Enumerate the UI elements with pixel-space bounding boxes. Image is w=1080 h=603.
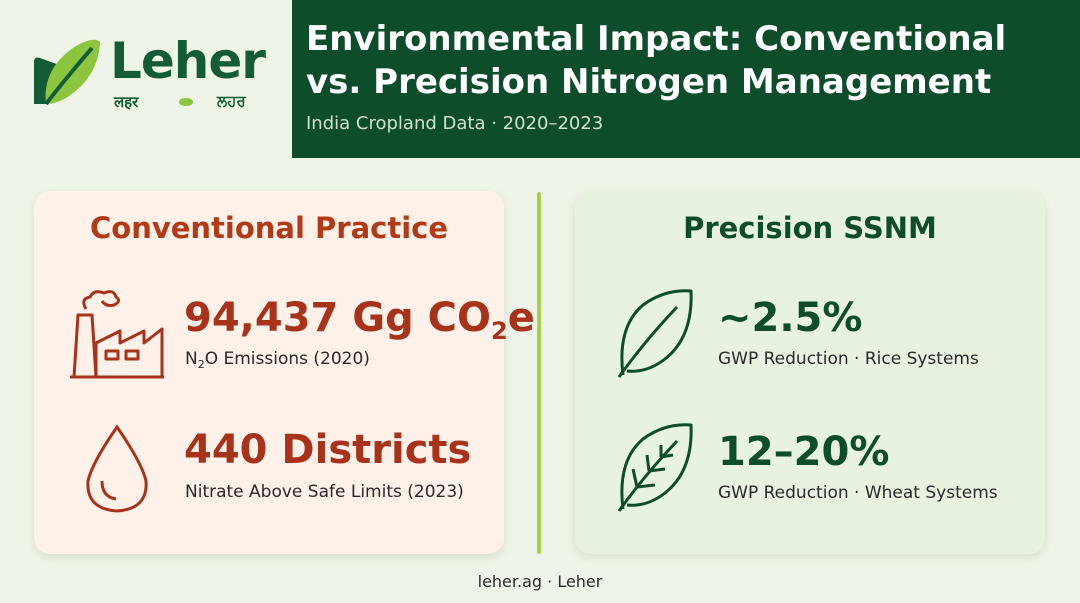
precision-title: Precision SSNM <box>683 211 937 245</box>
rice-gwp-label: GWP Reduction · Rice Systems <box>718 349 979 369</box>
page-subtitle: India Cropland Data · 2020–2023 <box>306 113 604 134</box>
brand-script-punjabi: ਲਹਰ <box>217 92 246 110</box>
leaf-veined-icon <box>617 423 693 512</box>
page-title: Environmental Impact: Conventional vs. P… <box>306 19 1007 102</box>
districts-label: Nitrate Above Safe Limits (2023) <box>185 482 464 502</box>
conventional-title: Conventional Practice <box>89 211 449 245</box>
emissions-value: 94,437 Gg CO2e <box>184 295 535 345</box>
rice-gwp-value: ~2.5% <box>718 295 863 341</box>
conventional-card: Conventional Practice 94,437 Gg CO2e N2O… <box>34 191 535 554</box>
header-banner: Environmental Impact: Conventional vs. P… <box>292 0 1080 158</box>
brand-separator-dot <box>179 98 193 106</box>
precision-card: Precision SSNM ~2.5% GWP Reduction · Ric… <box>575 191 1045 554</box>
water-drop-icon <box>86 424 148 513</box>
leaf-icon <box>617 289 693 378</box>
districts-value: 440 Districts <box>184 427 472 473</box>
brand-name: Leher <box>110 32 266 90</box>
wheat-gwp-label: GWP Reduction · Wheat Systems <box>718 483 998 503</box>
brand-script-hindi: लहर <box>114 93 139 111</box>
wheat-gwp-value: 12–20% <box>718 429 890 475</box>
leaf-logo-icon <box>34 39 100 106</box>
brand-logo: Leher लहर ਲਹਰ <box>32 32 282 118</box>
footer-credit: leher.ag · Leher <box>477 572 603 591</box>
column-divider <box>537 192 541 554</box>
emissions-label: N2O Emissions (2020) <box>185 349 370 371</box>
factory-icon <box>70 290 164 379</box>
